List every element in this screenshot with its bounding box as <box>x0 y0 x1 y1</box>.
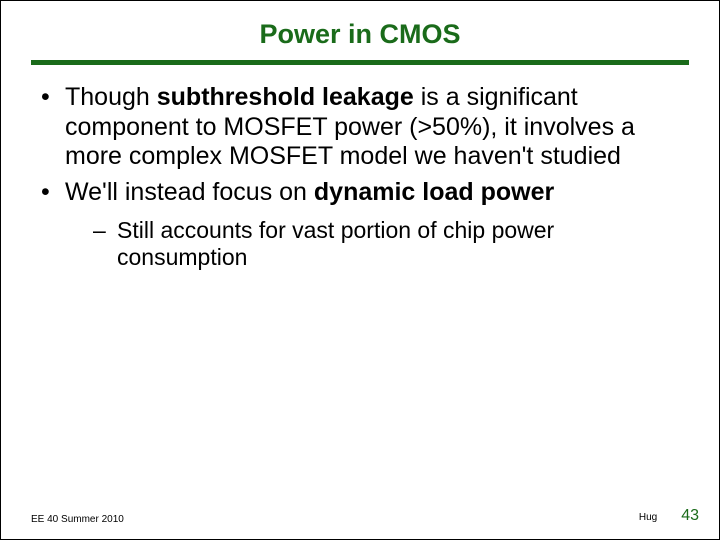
bullet-item: Though subthreshold leakage is a signifi… <box>37 83 689 172</box>
bullet-text-bold: dynamic load power <box>314 178 554 206</box>
slide: Power in CMOS Though subthreshold leakag… <box>1 1 719 539</box>
sub-bullet-list: Still accounts for vast portion of chip … <box>65 217 689 271</box>
slide-footer: EE 40 Summer 2010 Hug 43 <box>31 507 699 525</box>
slide-title: Power in CMOS <box>31 19 689 60</box>
bullet-item: We'll instead focus on dynamic load powe… <box>37 178 689 272</box>
page-number: 43 <box>681 507 699 525</box>
bullet-list: Though subthreshold leakage is a signifi… <box>31 83 689 271</box>
bullet-text-pre: We'll instead focus on <box>65 178 314 206</box>
sub-bullet-text: Still accounts for vast portion of chip … <box>117 217 554 270</box>
sub-bullet-item: Still accounts for vast portion of chip … <box>93 217 689 271</box>
bullet-text-pre: Though <box>65 83 157 111</box>
footer-right: Hug 43 <box>639 507 699 525</box>
title-underline <box>31 60 689 65</box>
slide-body: Though subthreshold leakage is a signifi… <box>31 83 689 271</box>
footer-author: Hug <box>639 512 657 523</box>
bullet-text-bold: subthreshold leakage <box>157 83 414 111</box>
footer-left: EE 40 Summer 2010 <box>31 514 124 525</box>
